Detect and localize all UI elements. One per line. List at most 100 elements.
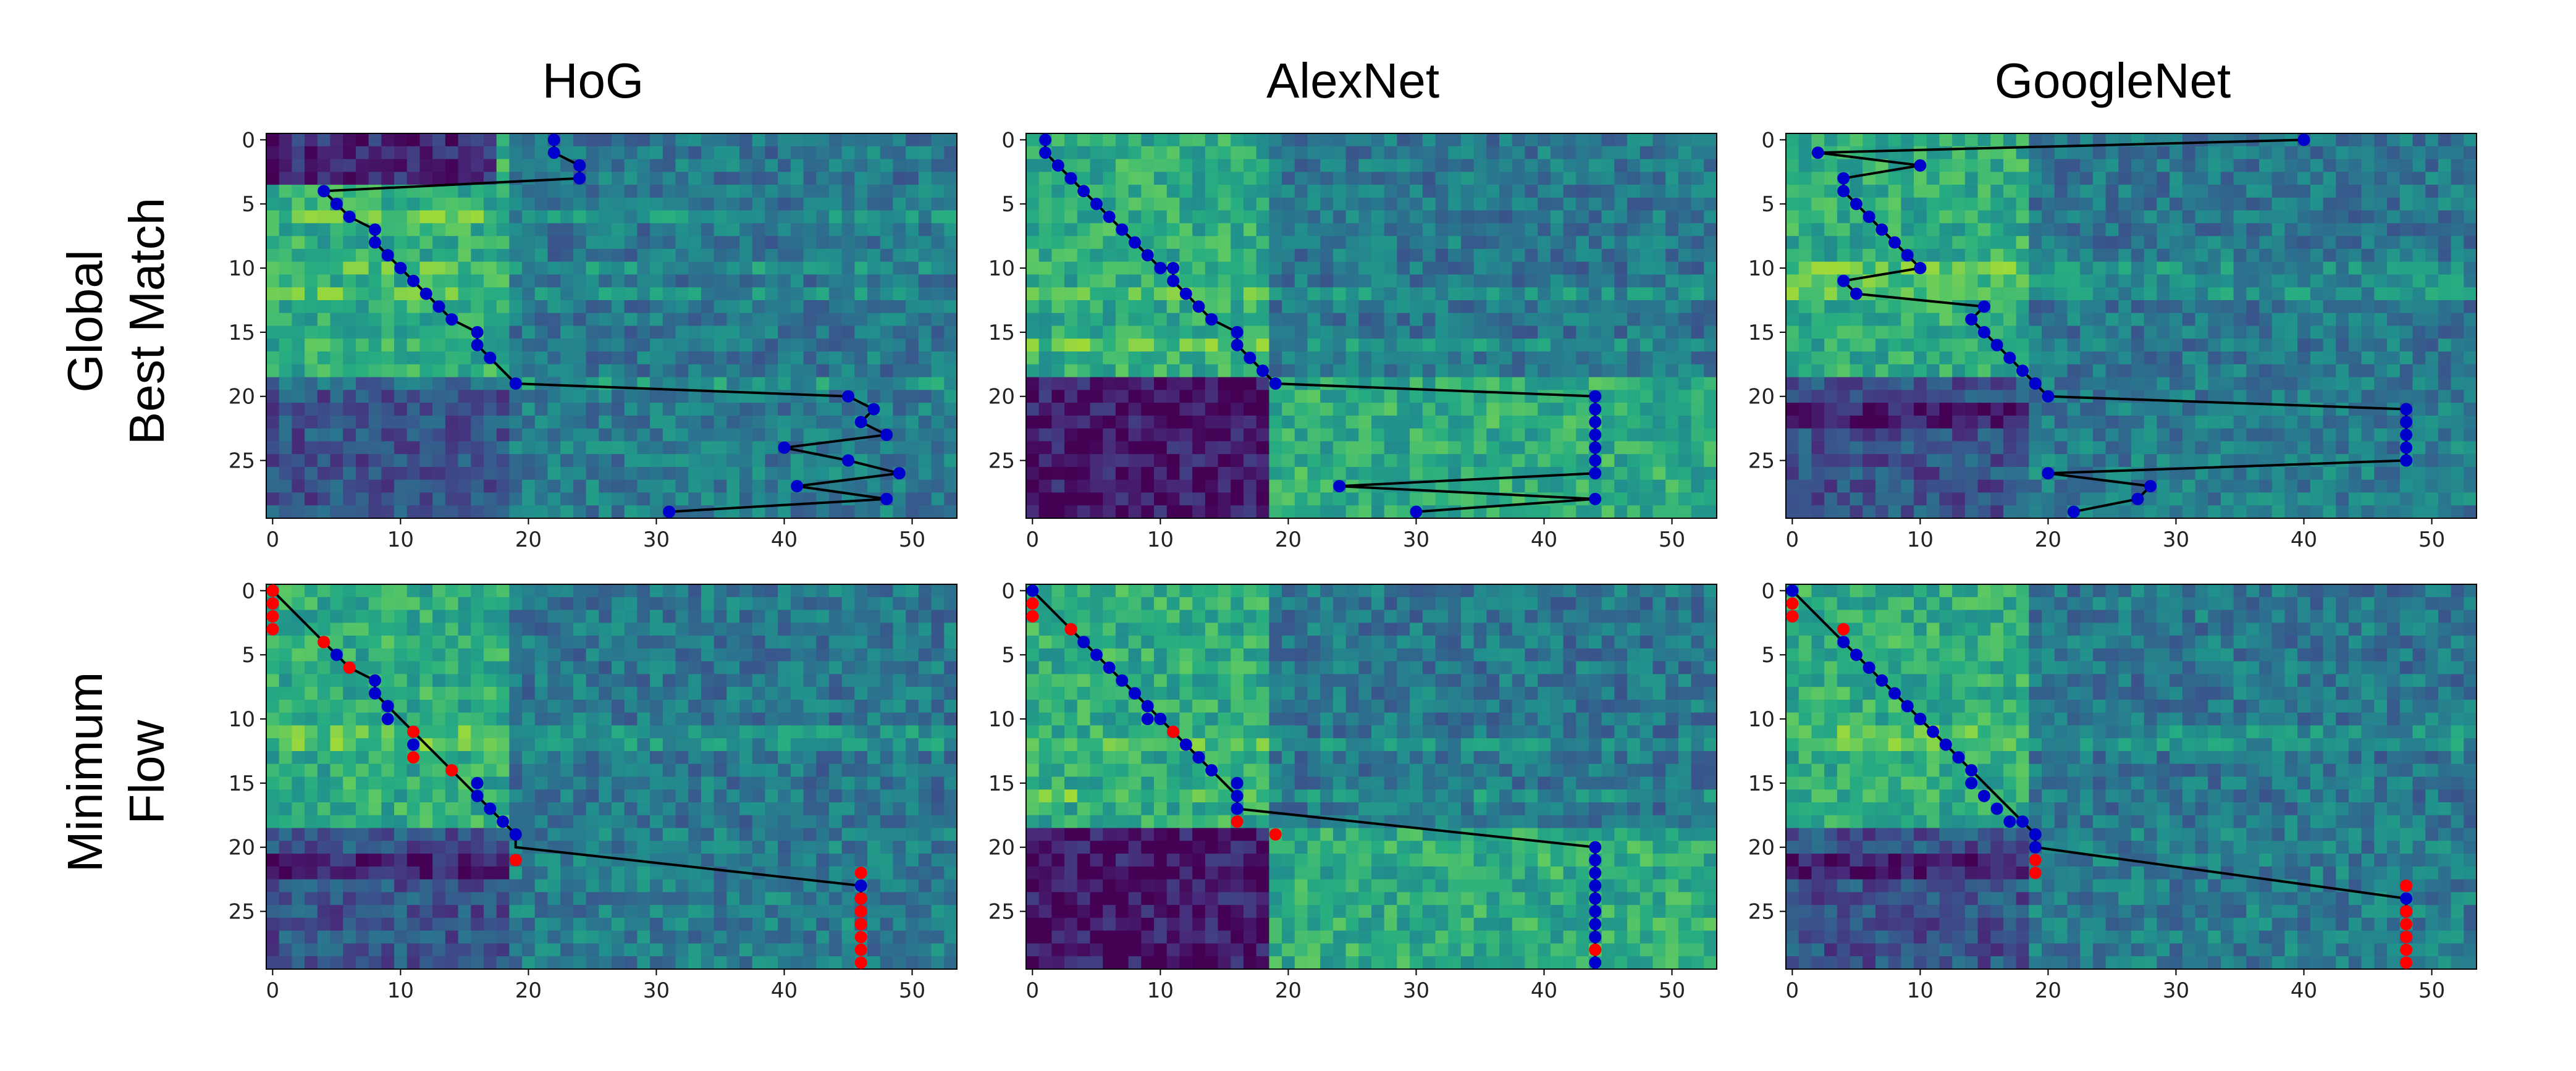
- heatmap-cell: [854, 185, 868, 198]
- heatmap-cell: [1639, 197, 1654, 211]
- heatmap-cell: [944, 351, 957, 365]
- heatmap-cell: [1064, 185, 1078, 198]
- heatmap-cell: [2361, 261, 2375, 275]
- heatmap-cell: [1888, 428, 1901, 442]
- heatmap-cell: [406, 479, 421, 494]
- heatmap-cell: [713, 300, 727, 314]
- heatmap-cell: [1875, 274, 1889, 288]
- heatmap-cell: [547, 159, 561, 172]
- heatmap-cell: [1077, 300, 1091, 314]
- heatmap-cell: [1538, 248, 1551, 262]
- heatmap-cell: [1473, 197, 1487, 211]
- heatmap-cell: [2271, 159, 2286, 172]
- heatmap-cell: [612, 287, 625, 301]
- heatmap-cell: [1550, 505, 1564, 518]
- heatmap-cell: [1115, 466, 1129, 481]
- heatmap-cell: [2144, 210, 2157, 224]
- heatmap-cell: [612, 159, 625, 172]
- heatmap-cell: [496, 248, 510, 262]
- heatmap-cell: [2054, 261, 2068, 275]
- heatmap-cell: [1888, 326, 1901, 339]
- heatmap-cell: [2195, 364, 2208, 378]
- heatmap-cell: [2170, 185, 2183, 198]
- heatmap-cell: [1964, 300, 1979, 314]
- heatmap-cell: [471, 261, 484, 275]
- heatmap-cell: [2016, 172, 2029, 185]
- heatmap-cell: [650, 172, 663, 185]
- heatmap-cell: [1205, 185, 1219, 198]
- heatmap-cell: [1192, 466, 1206, 481]
- heatmap-cell: [1397, 390, 1410, 403]
- heatmap-cell: [1652, 300, 1666, 314]
- heatmap-cell: [2233, 236, 2247, 250]
- heatmap-cell: [266, 441, 280, 455]
- heatmap-cell: [1103, 300, 1116, 314]
- heatmap-cell: [752, 428, 766, 442]
- heatmap-cell: [2220, 300, 2234, 314]
- heatmap-cell: [752, 479, 766, 494]
- heatmap-cell: [893, 133, 906, 147]
- heatmap-cell: [1345, 236, 1359, 250]
- heatmap-cell: [2284, 492, 2298, 506]
- heatmap-cell: [560, 146, 574, 160]
- heatmap-cell: [1614, 441, 1628, 455]
- heatmap-cell: [1026, 364, 1040, 378]
- heatmap-cell: [1243, 223, 1257, 237]
- heatmap-cell: [1601, 377, 1615, 390]
- heatmap-cell: [368, 146, 382, 160]
- heatmap-cell: [1345, 428, 1359, 442]
- heatmap-cell: [292, 223, 305, 237]
- heatmap-cell: [1538, 223, 1551, 237]
- heatmap-cell: [432, 390, 446, 403]
- heatmap-cell: [1926, 261, 1940, 275]
- heatmap-cell: [1601, 248, 1615, 262]
- heatmap-cell: [854, 236, 868, 250]
- heatmap-cell: [1952, 313, 1966, 327]
- heatmap-cell: [496, 159, 510, 172]
- heatmap-cell: [1652, 146, 1666, 160]
- heatmap-cell: [713, 390, 727, 403]
- heatmap-cell: [1850, 351, 1863, 365]
- heatmap-cell: [1243, 428, 1257, 442]
- heatmap-cell: [1077, 377, 1091, 390]
- heatmap-cell: [2271, 364, 2286, 378]
- heatmap-cell: [1410, 287, 1423, 301]
- heatmap-cell: [816, 505, 830, 518]
- heatmap-cell: [1115, 326, 1129, 339]
- heatmap-cell: [2412, 159, 2426, 172]
- heatmap-cell: [726, 479, 740, 494]
- heatmap-cell: [765, 390, 778, 403]
- heatmap-cell: [2284, 210, 2298, 224]
- heatmap-cell: [2233, 197, 2247, 211]
- heatmap-cell: [305, 185, 318, 198]
- heatmap-cell: [2438, 415, 2452, 429]
- heatmap-cell: [803, 146, 817, 160]
- heatmap-cell: [1358, 210, 1372, 224]
- heatmap-cell: [1850, 159, 1863, 172]
- heatmap-cell: [2323, 390, 2336, 403]
- heatmap-cell: [701, 466, 715, 481]
- heatmap-cell: [547, 479, 561, 494]
- heatmap-cell: [1678, 338, 1692, 352]
- heatmap-cell: [2336, 505, 2349, 518]
- heatmap-cell: [2208, 210, 2221, 224]
- heatmap-cell: [1410, 454, 1423, 468]
- heatmap-cell: [2412, 300, 2426, 314]
- heatmap-cell: [1512, 428, 1526, 442]
- heatmap-cell: [2284, 338, 2298, 352]
- heatmap-cell: [471, 390, 484, 403]
- heatmap-cell: [1875, 313, 1889, 327]
- heatmap-cell: [1499, 403, 1513, 416]
- heatmap-cell: [406, 300, 421, 314]
- heatmap-cell: [2092, 351, 2107, 365]
- heatmap-cell: [599, 210, 612, 224]
- heatmap-cell: [522, 274, 536, 288]
- heatmap-cell: [2233, 159, 2247, 172]
- heatmap-cell: [624, 300, 638, 314]
- heatmap-cell: [1090, 185, 1103, 198]
- heatmap-cell: [573, 377, 587, 390]
- heatmap-cell: [1486, 248, 1500, 262]
- heatmap-cell: [2080, 146, 2094, 160]
- heatmap-cell: [1627, 210, 1641, 224]
- heatmap-cell: [2208, 223, 2221, 237]
